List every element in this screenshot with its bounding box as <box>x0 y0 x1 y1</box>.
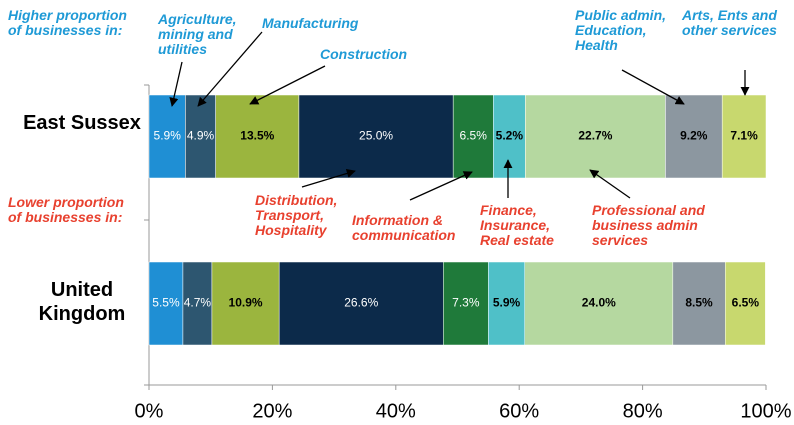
bar-segment <box>211 261 280 346</box>
value-label: 25.0% <box>359 129 393 143</box>
bar-segment <box>215 94 300 179</box>
value-label: 6.5% <box>460 129 488 143</box>
value-label: 8.5% <box>685 296 713 310</box>
arrow <box>621 69 685 105</box>
value-label: 4.9% <box>187 129 215 143</box>
x-tick-label: 40% <box>376 400 416 422</box>
value-label: 5.2% <box>496 129 524 143</box>
value-label: 24.0% <box>582 296 616 310</box>
value-label: 26.6% <box>344 296 378 310</box>
arrow <box>301 169 356 188</box>
arrow <box>249 65 326 105</box>
sector-label: Finance, Insurance, Real estate <box>480 202 554 248</box>
value-label: 5.9% <box>154 129 182 143</box>
x-tick-label: 0% <box>135 400 164 422</box>
value-label: 7.3% <box>452 296 480 310</box>
arrow <box>169 61 183 107</box>
bar-segment <box>443 261 489 346</box>
sector-label: Arts, Ents and other services <box>682 7 777 38</box>
sector-label: Agriculture, mining and utilities <box>158 11 237 57</box>
arrow <box>589 169 631 199</box>
bar-segment <box>148 261 184 346</box>
sector-label: Construction <box>320 46 408 62</box>
sector-label: Professional and business admin services <box>592 202 705 248</box>
bar-segment <box>278 261 444 346</box>
value-label: 22.7% <box>578 129 612 143</box>
sector-label: Manufacturing <box>262 15 359 31</box>
bar-segment <box>298 94 454 179</box>
higher-note: Higher proportion of businesses in: <box>8 7 127 38</box>
x-tick-label: 100% <box>740 400 791 422</box>
value-label: 10.9% <box>229 296 263 310</box>
x-tick-label: 80% <box>623 400 663 422</box>
sector-label: Information & communication <box>352 212 456 243</box>
category-label: United Kingdom <box>38 278 126 325</box>
value-label: 5.5% <box>152 296 180 310</box>
bar-segment <box>665 94 723 179</box>
bar-segment <box>182 261 213 346</box>
bar-segment <box>488 261 526 346</box>
value-label: 13.5% <box>240 129 274 143</box>
category-label: East Sussex <box>23 111 141 134</box>
value-label: 7.1% <box>730 129 758 143</box>
value-label: 6.5% <box>732 296 760 310</box>
value-label: 9.2% <box>680 129 708 143</box>
arrow <box>197 31 263 107</box>
bar-segment <box>725 261 766 346</box>
x-tick-label: 20% <box>252 400 292 422</box>
bar-segment <box>672 261 726 346</box>
lower-note: Lower proportion of businesses in: <box>8 194 124 225</box>
sector-label: Distribution, Transport, Hospitality <box>255 192 338 238</box>
arrow <box>409 171 473 201</box>
value-label: 5.9% <box>493 296 521 310</box>
x-tick-label: 60% <box>499 400 539 422</box>
bar-segment <box>721 94 767 179</box>
value-label: 4.7% <box>184 296 212 310</box>
bar-segment <box>525 94 666 179</box>
bar-segment <box>452 94 494 179</box>
sector-label: Public admin, Education, Health <box>575 7 667 53</box>
bar-segment <box>524 261 674 346</box>
